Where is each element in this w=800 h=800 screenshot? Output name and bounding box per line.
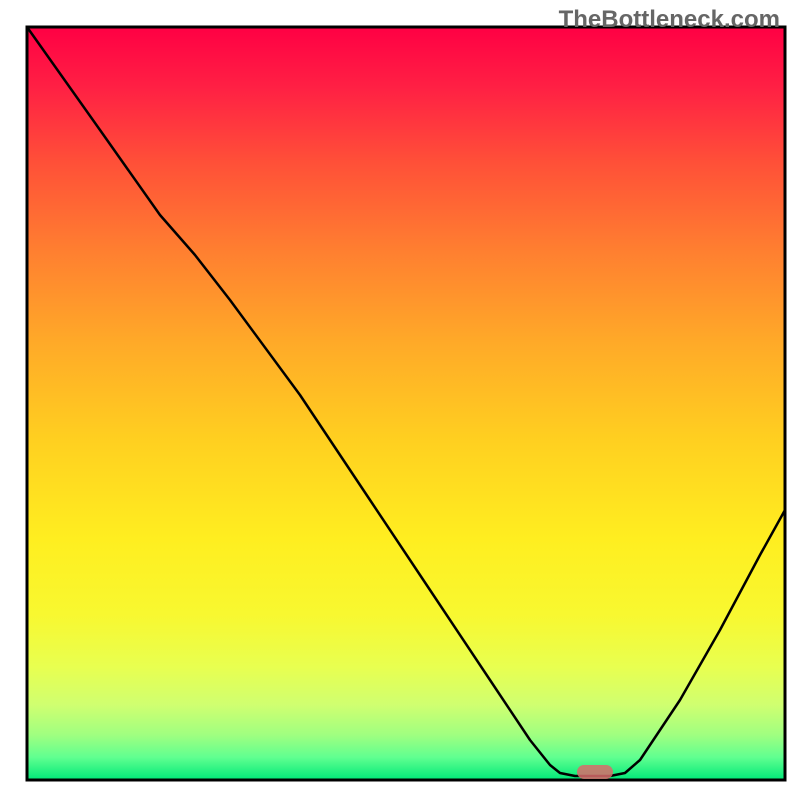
optimal-marker <box>577 765 613 779</box>
bottleneck-chart <box>0 0 800 800</box>
plot-background <box>27 27 785 780</box>
chart-container: TheBottleneck.com <box>0 0 800 800</box>
watermark-text: TheBottleneck.com <box>559 6 780 34</box>
